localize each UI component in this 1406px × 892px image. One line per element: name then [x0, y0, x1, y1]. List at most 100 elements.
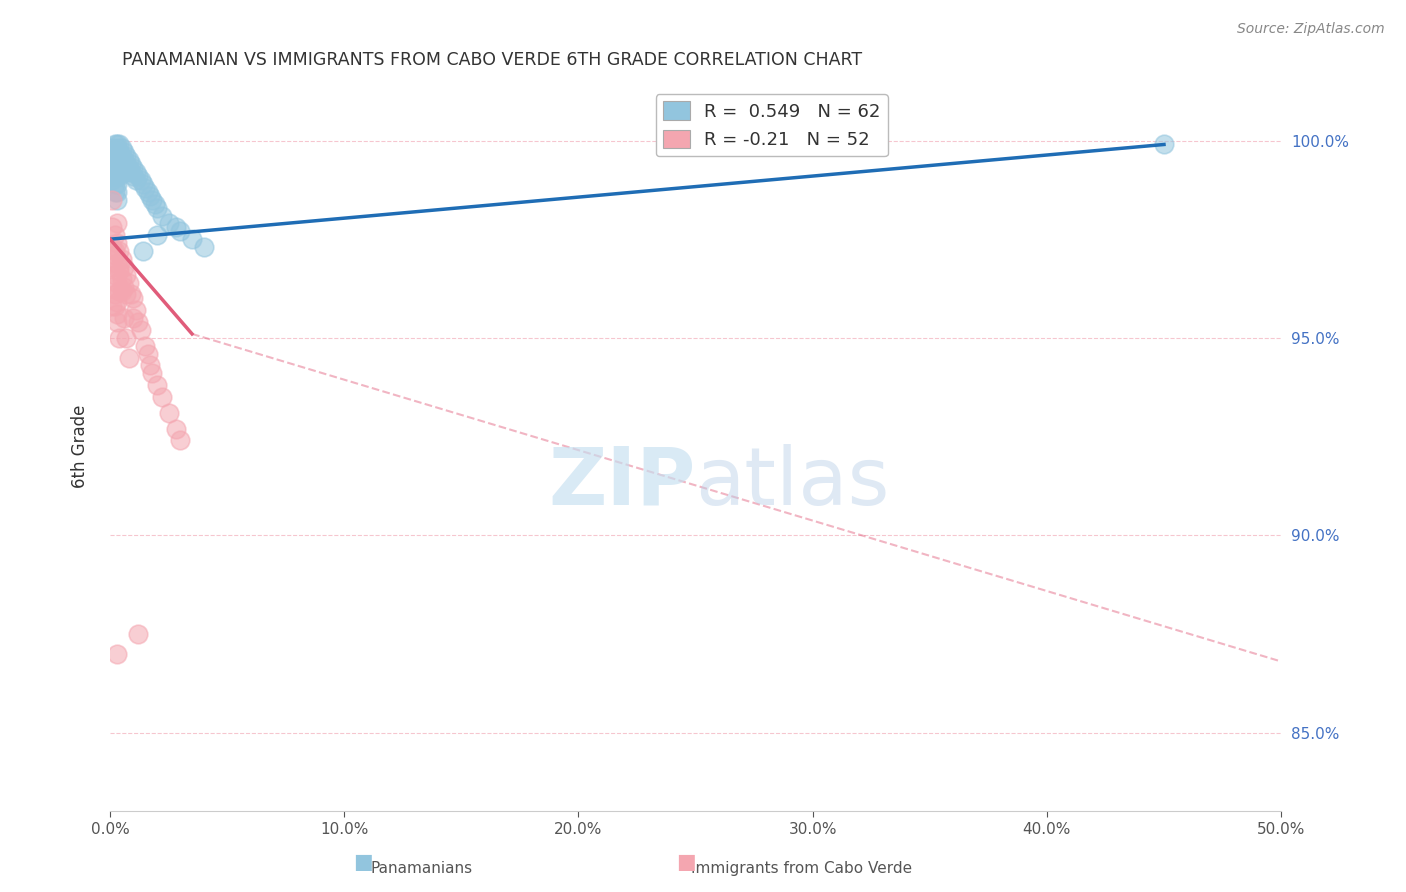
Legend: R =  0.549   N = 62, R = -0.21   N = 52: R = 0.549 N = 62, R = -0.21 N = 52: [655, 94, 887, 156]
Point: [112, 311, 135, 326]
Point: [105, 307, 128, 321]
Point: [181, 232, 204, 246]
Point: [143, 196, 166, 211]
Point: [105, 141, 128, 155]
Point: [104, 248, 127, 262]
Point: [169, 434, 191, 448]
Point: [111, 271, 134, 285]
Point: [165, 422, 187, 436]
Point: [108, 153, 131, 168]
Point: [125, 165, 148, 179]
Point: [122, 311, 145, 326]
Text: atlas: atlas: [696, 444, 890, 522]
Point: [112, 260, 135, 274]
Point: [129, 173, 152, 187]
Point: [104, 228, 127, 243]
Point: [127, 627, 149, 641]
Point: [105, 315, 128, 329]
Point: [115, 287, 138, 301]
Point: [127, 169, 149, 183]
Point: [105, 193, 128, 207]
Point: [112, 145, 135, 160]
Text: Source: ZipAtlas.com: Source: ZipAtlas.com: [1237, 22, 1385, 37]
Point: [118, 161, 141, 176]
Point: [157, 406, 180, 420]
Point: [146, 378, 169, 392]
Point: [101, 141, 124, 155]
Point: [104, 287, 127, 301]
Point: [105, 169, 128, 183]
Point: [118, 351, 141, 365]
Point: [104, 244, 127, 258]
Point: [120, 165, 142, 179]
Point: [105, 185, 128, 199]
Point: [141, 193, 163, 207]
Point: [111, 141, 134, 155]
Point: [101, 220, 124, 235]
Point: [105, 295, 128, 310]
Point: [115, 165, 138, 179]
Point: [134, 181, 156, 195]
Text: Panamanians: Panamanians: [371, 861, 472, 876]
Point: [146, 228, 169, 243]
Y-axis label: 6th Grade: 6th Grade: [72, 405, 89, 488]
Point: [122, 169, 145, 183]
Point: [111, 157, 134, 171]
Point: [101, 260, 124, 274]
Point: [108, 161, 131, 176]
Point: [101, 157, 124, 171]
Point: [115, 268, 138, 282]
Point: [101, 193, 124, 207]
Point: [112, 161, 135, 176]
Text: PANAMANIAN VS IMMIGRANTS FROM CABO VERDE 6TH GRADE CORRELATION CHART: PANAMANIAN VS IMMIGRANTS FROM CABO VERDE…: [122, 51, 862, 69]
Point: [101, 240, 124, 254]
Point: [105, 256, 128, 270]
Point: [1153, 137, 1175, 152]
Point: [101, 279, 124, 293]
Point: [104, 137, 127, 152]
Point: [125, 303, 148, 318]
Point: [104, 153, 127, 168]
Point: [118, 153, 141, 168]
Point: [111, 149, 134, 163]
Point: [139, 189, 162, 203]
Point: [101, 165, 124, 179]
Point: [104, 177, 127, 191]
Point: [141, 367, 163, 381]
Point: [120, 287, 142, 301]
Point: [108, 331, 131, 345]
Point: [136, 346, 159, 360]
Point: [105, 647, 128, 661]
Point: [136, 185, 159, 199]
Point: [122, 161, 145, 176]
Point: [105, 236, 128, 251]
Point: [157, 216, 180, 230]
Point: [108, 260, 131, 274]
Point: [115, 149, 138, 163]
Point: [108, 169, 131, 183]
Point: [193, 240, 215, 254]
Point: [108, 244, 131, 258]
Point: [104, 299, 127, 313]
Point: [129, 323, 152, 337]
Point: [104, 169, 127, 183]
Point: [105, 161, 128, 176]
Point: [127, 315, 149, 329]
Point: [104, 185, 127, 199]
Point: [101, 149, 124, 163]
Point: [105, 216, 128, 230]
Point: [105, 153, 128, 168]
Point: [108, 137, 131, 152]
Point: [120, 157, 142, 171]
Point: [115, 157, 138, 171]
Point: [101, 173, 124, 187]
Point: [134, 339, 156, 353]
Point: [111, 284, 134, 298]
Point: [132, 177, 155, 191]
Point: [112, 153, 135, 168]
Point: [150, 390, 173, 404]
Text: ■: ■: [676, 853, 696, 872]
Point: [104, 161, 127, 176]
Point: [104, 268, 127, 282]
Point: [105, 137, 128, 152]
